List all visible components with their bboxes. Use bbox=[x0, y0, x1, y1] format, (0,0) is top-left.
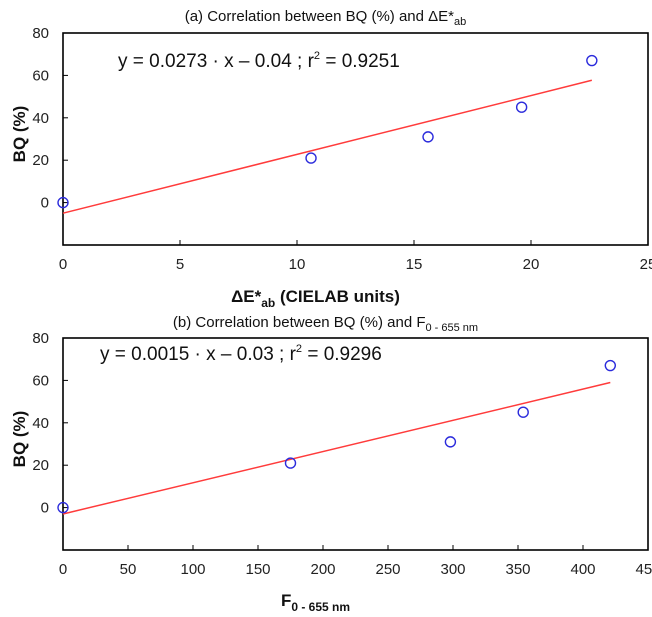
data-point-b bbox=[444, 436, 457, 448]
x-tick-label-b: 250 bbox=[375, 561, 400, 578]
equation-r2-value-a: = 0.9251 bbox=[320, 51, 400, 72]
y-tick-label-a: 80 bbox=[32, 25, 49, 42]
x-tick-label-a: 5 bbox=[176, 256, 184, 273]
chart-title-sub-a: ab bbox=[454, 16, 466, 28]
y-axis-label-b: BQ (%) bbox=[10, 411, 29, 468]
y-tick-label-a: 60 bbox=[32, 67, 49, 84]
chart-panel-b: 0 20 40 60 80 0 50 100 150 200 250 300 350 400 450 (b) … bbox=[10, 314, 652, 614]
x-axis-label-b: F0 - 655 nm bbox=[281, 591, 350, 614]
chart-title-main-b: (b) Correlation between BQ (%) and F bbox=[173, 314, 426, 331]
data-point-a bbox=[57, 196, 69, 209]
chart-title-b: (b) Correlation between BQ (%) and F0 - … bbox=[173, 314, 478, 334]
y-tick-label-b: 60 bbox=[32, 372, 49, 389]
chart-title-sub-b: 0 - 655 nm bbox=[426, 322, 479, 334]
equation-r2-value-b: = 0.9296 bbox=[302, 344, 382, 365]
chart-panel-a: 0 20 40 60 80 0 5 10 15 20 25 (a) Correlation betwe… bbox=[10, 8, 652, 310]
data-point-b bbox=[57, 501, 69, 514]
y-tick-label-b: 0 bbox=[41, 500, 49, 517]
data-point-b bbox=[517, 406, 529, 418]
data-point-b bbox=[604, 359, 616, 372]
y-tick-label-b: 20 bbox=[32, 457, 49, 474]
equation-exponent-a: 2 bbox=[314, 50, 320, 62]
x-tick-label-b: 100 bbox=[180, 561, 205, 578]
x-tick-label-a: 10 bbox=[289, 256, 306, 273]
equation-annotation-a: y = 0.0273 · x – 0.04 ; r2 = 0.9251 bbox=[118, 50, 400, 72]
y-tick-label-b: 80 bbox=[32, 330, 49, 347]
fit-line-a bbox=[62, 79, 593, 214]
x-tick-label-a: 15 bbox=[406, 256, 423, 273]
x-axis-label-sub-a: ab bbox=[261, 296, 275, 310]
x-tick-label-b: 50 bbox=[120, 561, 137, 578]
y-tick-label-a: 40 bbox=[32, 110, 49, 127]
x-axis-label-a: ΔE*ab (CIELAB units) bbox=[231, 287, 400, 310]
y-tick-label-a: 0 bbox=[41, 195, 49, 212]
x-axis-label-main-a: ΔE* bbox=[231, 287, 262, 306]
chart-title-main-a: (a) Correlation between BQ (%) and ΔE* bbox=[185, 8, 454, 25]
x-tick-label-b: 450 bbox=[635, 561, 652, 578]
y-tick-label-a: 20 bbox=[32, 152, 49, 169]
plot-frame-a bbox=[62, 32, 649, 246]
y-axis-label-a: BQ (%) bbox=[10, 106, 29, 163]
data-point-b bbox=[284, 457, 297, 469]
x-tick-label-b: 400 bbox=[570, 561, 595, 578]
plot-frame-b bbox=[62, 337, 649, 551]
equation-text-b: y = 0.0015 · x – 0.03 ; r bbox=[100, 344, 297, 365]
data-point-a bbox=[422, 131, 434, 143]
fit-line-b bbox=[62, 381, 611, 515]
x-axis-label-main-b: F bbox=[281, 591, 291, 610]
x-tick-label-a: 20 bbox=[523, 256, 540, 273]
equation-annotation-b: y = 0.0015 · x – 0.03 ; r2 = 0.9296 bbox=[100, 343, 382, 365]
x-tick-label-b: 300 bbox=[440, 561, 465, 578]
x-tick-label-a: 25 bbox=[640, 256, 652, 273]
x-axis-label-rest-a: (CIELAB units) bbox=[275, 287, 400, 306]
data-point-a bbox=[586, 54, 598, 67]
data-point-a bbox=[515, 101, 528, 113]
x-tick-label-b: 200 bbox=[310, 561, 335, 578]
x-tick-label-b: 0 bbox=[59, 561, 67, 578]
x-tick-label-a: 0 bbox=[59, 256, 67, 273]
x-tick-label-b: 350 bbox=[505, 561, 530, 578]
data-point-a bbox=[305, 152, 317, 164]
equation-exponent-b: 2 bbox=[296, 343, 302, 355]
x-axis-label-sub-b: 0 - 655 nm bbox=[291, 600, 350, 614]
y-tick-label-b: 40 bbox=[32, 415, 49, 432]
chart-title-a: (a) Correlation between BQ (%) and ΔE*ab bbox=[185, 8, 467, 28]
x-tick-label-b: 150 bbox=[245, 561, 270, 578]
equation-text-a: y = 0.0273 · x – 0.04 ; r bbox=[118, 51, 315, 72]
